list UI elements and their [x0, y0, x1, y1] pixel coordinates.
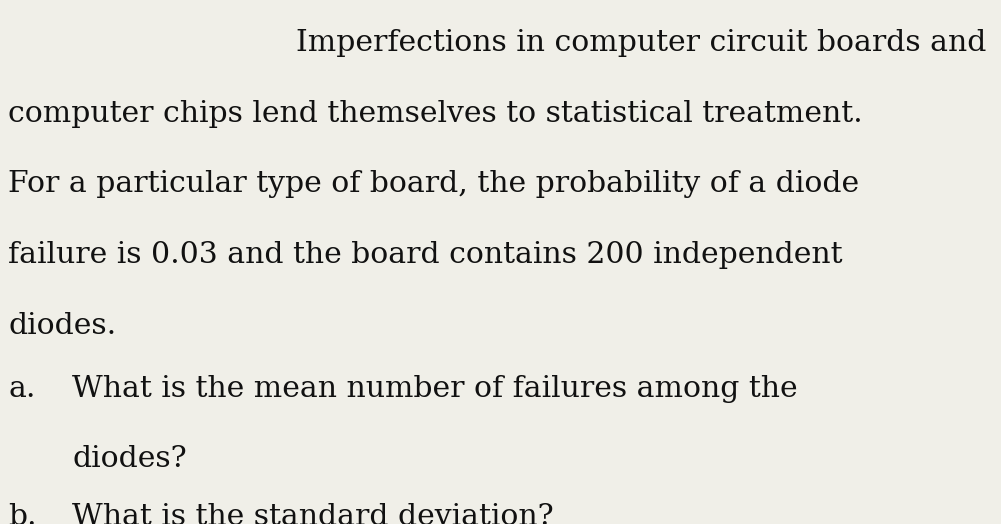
Text: a.: a. [8, 375, 35, 402]
Text: What is the mean number of failures among the: What is the mean number of failures amon… [72, 375, 798, 402]
Text: diodes?: diodes? [72, 445, 187, 473]
Text: computer chips lend themselves to statistical treatment.: computer chips lend themselves to statis… [8, 100, 863, 127]
Text: b.: b. [8, 503, 36, 524]
Text: diodes.: diodes. [8, 312, 116, 340]
Text: For a particular type of board, the probability of a diode: For a particular type of board, the prob… [8, 170, 859, 198]
Text: Imperfections in computer circuit boards and: Imperfections in computer circuit boards… [295, 29, 986, 57]
Text: failure is 0.03 and the board contains 200 independent: failure is 0.03 and the board contains 2… [8, 241, 843, 269]
Text: What is the standard deviation?: What is the standard deviation? [72, 503, 554, 524]
